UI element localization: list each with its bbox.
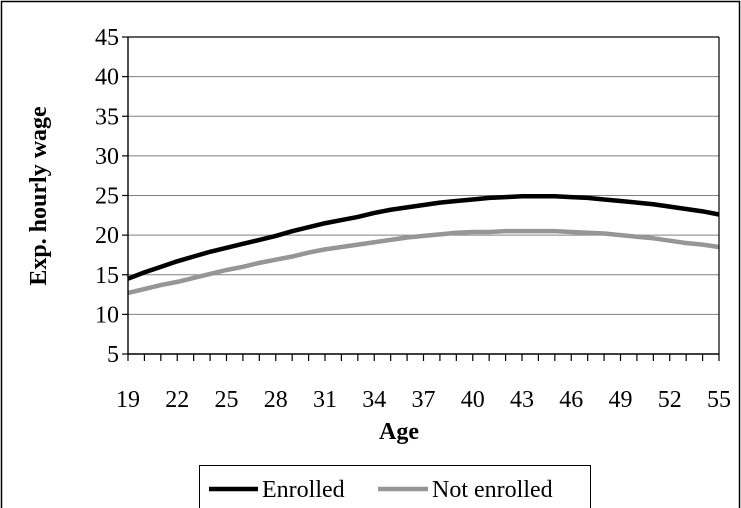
y-tick-label: 15 [95,263,119,289]
y-tick-label: 40 [95,65,119,91]
y-tick-label: 35 [95,104,119,130]
y-tick-label: 25 [95,184,119,210]
x-tick-label: 49 [609,387,633,413]
legend-label: Enrolled [262,477,345,503]
x-tick-label: 25 [215,387,239,413]
x-tick-label: 37 [412,387,436,413]
y-tick-label: 20 [95,223,119,249]
x-tick-label: 40 [461,387,485,413]
y-axis-title: Exp. hourly wage [26,106,52,286]
y-tick-label: 45 [95,25,119,51]
series-line-enrolled [127,194,720,281]
x-tick-label: 31 [313,387,337,413]
series-line-not-enrolled [127,228,720,296]
x-tick-label: 46 [559,387,583,413]
y-tick-label: 5 [107,342,119,368]
legend: Enrolled Not enrolled [199,465,591,508]
legend-label: Not enrolled [432,477,553,503]
x-axis-title: Age [379,419,419,445]
x-tick-label: 55 [707,387,731,413]
y-tick-label: 10 [95,302,119,328]
x-tick-label: 43 [510,387,534,413]
axes: 5 10 15 20 25 30 35 40 45 19 22 25 28 31 34 37 40 43 46 49 5… [95,25,731,413]
x-tick-label: 22 [165,387,189,413]
x-tick-label: 19 [116,387,140,413]
x-tick-label: 28 [264,387,288,413]
x-tick-label: 52 [658,387,682,413]
y-tick-label: 30 [95,144,119,170]
x-tick-label: 34 [362,387,386,413]
series-lines [127,194,720,296]
